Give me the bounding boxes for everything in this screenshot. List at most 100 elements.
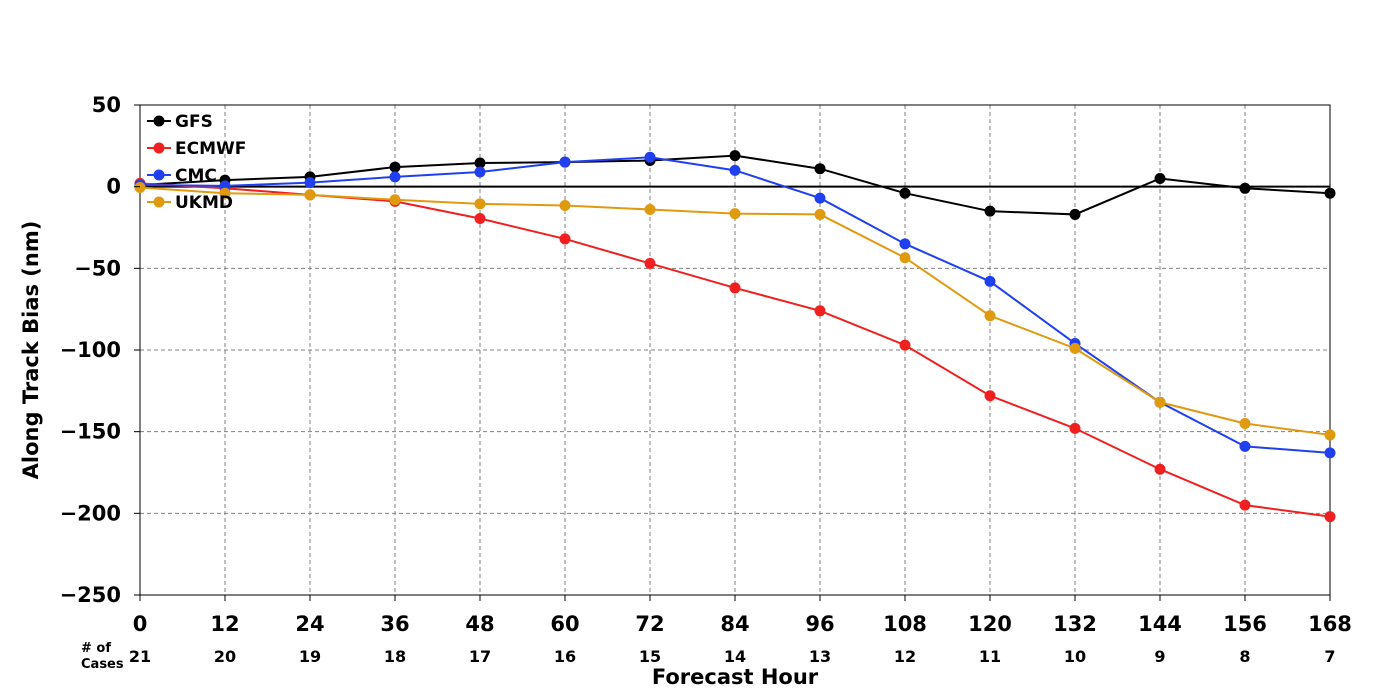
case-count: 17: [469, 647, 491, 666]
data-point-ecmwf: [814, 305, 826, 317]
data-point-ukmd: [1069, 342, 1081, 354]
x-tick-label: 84: [720, 612, 749, 636]
data-point-gfs: [899, 187, 911, 199]
legend-label: ECMWF: [175, 139, 246, 159]
data-point-ukmd: [1239, 418, 1251, 429]
x-tick-label: 108: [883, 612, 927, 636]
legend: GFS ECMWF CMC UKMD: [147, 112, 246, 213]
data-point-gfs: [1154, 173, 1166, 184]
x-tick-label: 72: [635, 612, 664, 636]
y-tick-label: −250: [60, 583, 121, 607]
case-count: 14: [724, 647, 746, 666]
data-point-ecmwf: [1154, 463, 1166, 475]
data-point-ecmwf: [899, 339, 911, 351]
data-point-ukmd: [1154, 396, 1166, 408]
data-point-gfs: [474, 157, 486, 169]
data-point-gfs: [1324, 187, 1336, 199]
data-point-ukmd: [134, 181, 146, 193]
data-point-gfs: [729, 150, 741, 162]
case-count: 18: [384, 647, 406, 666]
data-point-ecmwf: [1324, 511, 1336, 523]
data-point-cmc: [814, 192, 826, 204]
data-point-ecmwf: [1069, 422, 1081, 434]
data-point-ukmd: [814, 208, 826, 220]
data-point-gfs: [984, 205, 996, 217]
data-point-gfs: [1239, 182, 1251, 194]
data-point-cmc: [644, 151, 656, 163]
data-point-cmc: [984, 275, 996, 287]
data-point-gfs: [814, 163, 826, 175]
x-tick-label: 120: [968, 612, 1012, 636]
case-count: 8: [1239, 647, 1250, 666]
data-point-ukmd: [219, 187, 231, 199]
y-tick-labels: 50 0 −50 −100 −150 −200 −250: [60, 93, 140, 607]
case-count: 9: [1154, 647, 1165, 666]
grid-lines: [140, 105, 1330, 595]
data-point-ecmwf: [644, 257, 656, 269]
case-count: 21: [129, 647, 151, 666]
x-tick-label: 48: [465, 612, 494, 636]
data-point-ukmd: [729, 208, 741, 220]
x-tick-label: 0: [133, 612, 148, 636]
x-tick-label: 24: [295, 612, 324, 636]
case-count: 10: [1064, 647, 1086, 666]
data-point-ecmwf: [1239, 499, 1251, 511]
x-tick-label: 168: [1308, 612, 1352, 636]
data-point-ecmwf: [729, 282, 741, 294]
data-point-ecmwf: [559, 233, 571, 245]
y-tick-label: −150: [60, 420, 121, 444]
y-tick-label: −100: [60, 338, 121, 362]
legend-swatch-marker: [153, 196, 165, 208]
x-tick-labels: 0 12 24 36 48 60 72 84 96 108 120 132 144 156 168: [133, 595, 1352, 636]
y-tick-label: 50: [92, 93, 121, 117]
case-count: 12: [894, 647, 916, 666]
data-point-ukmd: [1324, 429, 1336, 441]
data-point-cmc: [474, 166, 486, 178]
data-point-ukmd: [304, 189, 316, 201]
data-point-ukmd: [644, 204, 656, 216]
data-point-ukmd: [899, 252, 911, 264]
legend-label: UKMD: [175, 193, 233, 213]
y-tick-label: −200: [60, 501, 121, 525]
legend-swatch-marker: [153, 169, 165, 181]
x-tick-label: 36: [380, 612, 409, 636]
legend-item-ecmwf: ECMWF: [147, 139, 246, 159]
x-tick-label: 156: [1223, 612, 1267, 636]
cases-label-line1: # of: [81, 641, 111, 656]
y-axis-label: Along Track Bias (nm): [19, 221, 43, 480]
data-point-ecmwf: [474, 213, 486, 225]
case-count: 13: [809, 647, 831, 666]
data-point-gfs: [1069, 208, 1081, 220]
x-tick-label: 12: [210, 612, 239, 636]
data-point-ecmwf: [984, 390, 996, 402]
x-tick-label: 96: [805, 612, 834, 636]
case-count: 16: [554, 647, 576, 666]
case-count: 20: [214, 647, 236, 666]
case-count: 15: [639, 647, 661, 666]
series-layer: [134, 150, 1336, 523]
legend-swatch-marker: [153, 115, 165, 127]
legend-item-ukmd: UKMD: [147, 193, 233, 213]
x-tick-label: 144: [1138, 612, 1182, 636]
y-tick-label: 0: [106, 175, 121, 199]
data-point-cmc: [729, 164, 741, 176]
data-point-gfs: [389, 161, 401, 173]
case-count: 11: [979, 647, 1001, 666]
series-ukmd: [134, 181, 1336, 441]
data-point-cmc: [304, 177, 316, 189]
legend-label: GFS: [175, 112, 213, 132]
case-count: 7: [1324, 647, 1335, 666]
data-point-cmc: [389, 171, 401, 183]
data-point-cmc: [1324, 447, 1336, 459]
data-point-cmc: [1239, 440, 1251, 452]
data-point-cmc: [899, 238, 911, 250]
cases-row: 21 20 19 18 17 16 15 14 13 12 11 10 9 8 7: [129, 647, 1336, 666]
y-tick-label: −50: [74, 256, 121, 280]
legend-item-cmc: CMC: [147, 166, 217, 186]
x-tick-label: 60: [550, 612, 579, 636]
case-count: 19: [299, 647, 321, 666]
legend-swatch-marker: [153, 142, 165, 154]
x-axis-label: Forecast Hour: [652, 665, 819, 689]
data-point-ukmd: [559, 199, 571, 211]
